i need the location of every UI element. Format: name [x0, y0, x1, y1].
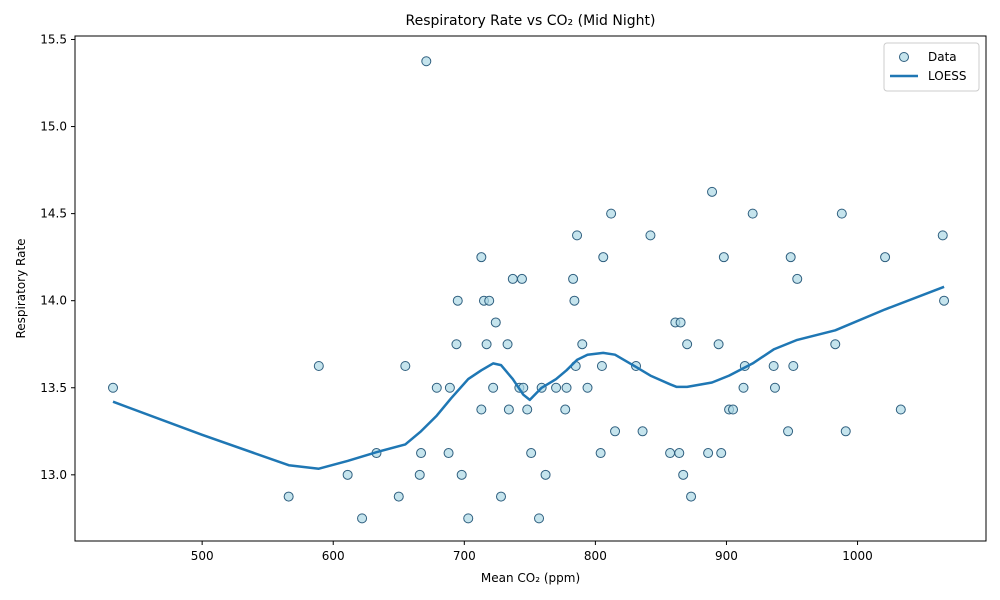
data-point: [595, 448, 606, 459]
data-point: [416, 448, 427, 459]
data-point: [645, 230, 656, 241]
x-tick-label: 600: [322, 549, 345, 563]
data-point: [610, 426, 621, 437]
data-point: [783, 426, 794, 437]
data-point: [606, 208, 617, 219]
legend: Data LOESS: [883, 42, 980, 92]
data-point: [476, 252, 487, 263]
legend-loess-label: LOESS: [928, 69, 967, 83]
data-point: [421, 56, 432, 67]
data-point: [561, 382, 572, 393]
y-tick-label: 13.0: [40, 468, 67, 482]
data-point: [577, 339, 588, 350]
data-point: [686, 491, 697, 502]
y-tick-label: 15.5: [40, 32, 67, 46]
data-point: [507, 273, 518, 284]
loess-line: [112, 285, 945, 470]
data-point: [502, 339, 513, 350]
data-point: [792, 273, 803, 284]
y-axis-label: Respiratory Rate: [14, 238, 28, 338]
x-tick-label: 500: [191, 549, 214, 563]
y-tick-label: 14.0: [40, 294, 67, 308]
data-point: [313, 360, 324, 371]
data-point: [596, 360, 607, 371]
data-point: [443, 448, 454, 459]
x-tick-label: 700: [453, 549, 476, 563]
y-tick-label: 13.5: [40, 381, 67, 395]
data-point: [598, 252, 609, 263]
data-point: [526, 448, 537, 459]
legend-data-label: Data: [928, 50, 957, 64]
data-point: [768, 360, 779, 371]
data-point: [716, 448, 727, 459]
data-point: [456, 469, 467, 480]
legend-data-marker: [899, 52, 909, 62]
data-point: [108, 382, 119, 393]
data-point: [788, 360, 799, 371]
data-point: [496, 491, 507, 502]
data-point: [568, 273, 579, 284]
scatter-points: [108, 56, 950, 524]
data-point: [674, 448, 685, 459]
data-point: [678, 469, 689, 480]
x-tick-label: 900: [715, 549, 738, 563]
data-point: [582, 382, 593, 393]
data-point: [769, 382, 780, 393]
x-tick-label: 800: [584, 549, 607, 563]
data-point: [463, 513, 474, 524]
data-point: [895, 404, 906, 415]
data-point: [665, 448, 676, 459]
y-axis: 13.0 13.5 14.0 14.5 15.0 15.5: [40, 32, 75, 482]
data-point: [718, 252, 729, 263]
data-point: [451, 339, 462, 350]
data-point: [534, 513, 545, 524]
data-point: [414, 469, 425, 480]
data-point: [476, 404, 487, 415]
data-point: [342, 469, 353, 480]
y-tick-label: 14.5: [40, 207, 67, 221]
data-point: [393, 491, 404, 502]
data-point: [488, 382, 499, 393]
data-point: [283, 491, 294, 502]
data-point: [357, 513, 368, 524]
data-point: [747, 208, 758, 219]
data-point: [675, 317, 686, 328]
data-point: [880, 252, 891, 263]
data-point: [840, 426, 851, 437]
data-point: [481, 339, 492, 350]
data-point: [540, 469, 551, 480]
data-point: [572, 230, 583, 241]
x-axis: 500 600 700 800 900 1000: [191, 541, 873, 563]
data-point: [490, 317, 501, 328]
x-axis-label: Mean CO₂ (ppm): [481, 571, 580, 585]
data-point: [400, 360, 411, 371]
data-point: [703, 448, 714, 459]
data-point: [939, 295, 950, 306]
data-point: [738, 382, 749, 393]
x-tick-label: 1000: [842, 549, 873, 563]
data-point: [713, 339, 724, 350]
data-point: [836, 208, 847, 219]
data-point: [637, 426, 648, 437]
data-point: [484, 295, 495, 306]
data-point: [452, 295, 463, 306]
data-point: [551, 382, 562, 393]
data-point: [785, 252, 796, 263]
plot-frame: [74, 35, 987, 542]
data-point: [516, 273, 527, 284]
data-point: [522, 404, 533, 415]
data-point: [444, 382, 455, 393]
data-point: [682, 339, 693, 350]
y-tick-label: 15.0: [40, 120, 67, 134]
data-point: [707, 186, 718, 197]
data-point: [431, 382, 442, 393]
data-point: [569, 295, 580, 306]
data-point: [560, 404, 571, 415]
data-point: [830, 339, 841, 350]
chart-title: Respiratory Rate vs CO₂ (Mid Night): [406, 13, 656, 29]
data-point: [728, 404, 739, 415]
data-point: [937, 230, 948, 241]
data-point: [503, 404, 514, 415]
